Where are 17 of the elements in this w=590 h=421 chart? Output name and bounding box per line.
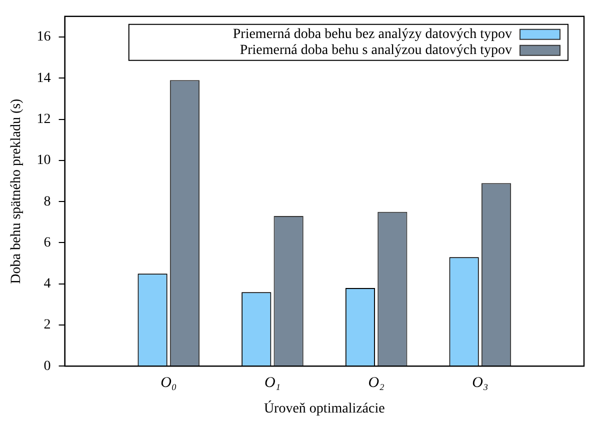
y-tick-label: 14 — [36, 70, 51, 86]
legend-label: Priemerná doba behu bez analýzy datových typov — [232, 27, 512, 42]
y-tick-label: 4 — [44, 276, 51, 292]
y-axis-title: Doba behu spätného prekladu (s) — [9, 98, 24, 284]
x-tick-label: O₂ — [368, 375, 384, 392]
y-tick-label: 2 — [44, 318, 51, 333]
x-tick-label: O₃ — [472, 375, 488, 392]
x-tick-label: O₀ — [160, 375, 177, 392]
x-axis-title: Úroveň optimalizácie — [264, 399, 385, 416]
y-tick-label: 16 — [36, 30, 51, 45]
y-tick-label: 10 — [36, 153, 51, 168]
y-tick-label: 12 — [36, 112, 51, 127]
x-tick-label: O₁ — [264, 375, 281, 392]
y-tick-label: 0 — [44, 358, 51, 374]
y-tick-label: 6 — [44, 235, 51, 250]
legend-label: Priemerná doba behu s analýzou datových typov — [240, 43, 512, 58]
y-tick-label: 8 — [44, 194, 51, 210]
